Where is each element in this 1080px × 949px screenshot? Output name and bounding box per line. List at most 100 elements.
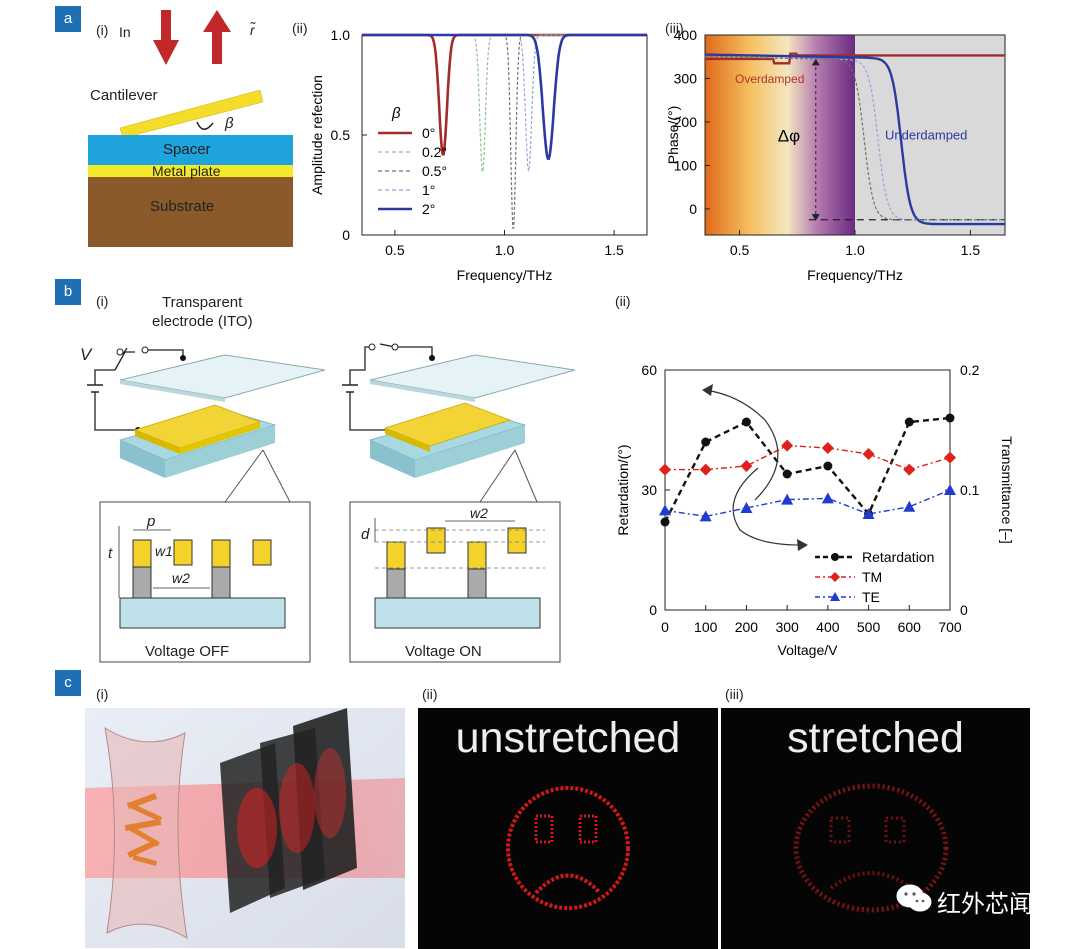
x-tick-label: 500 — [857, 619, 881, 635]
substrate-layer — [88, 177, 293, 247]
arrow-head-up — [811, 58, 820, 66]
x-axis-label: Voltage/V — [778, 642, 839, 658]
data-point-TM — [821, 442, 834, 454]
panel-a-iii-tag: (iii) — [665, 20, 684, 36]
arrow-head-down — [811, 214, 820, 221]
series-line-TM — [665, 444, 951, 471]
phase-chart: 0.5 1.0 1.5 0 100 200 300 400 Frequency/THz Phase… — [665, 27, 1006, 283]
y-tick-label: 0 — [342, 227, 350, 243]
legend-marker — [830, 572, 840, 582]
hologram-projection-illustration — [85, 708, 405, 948]
y-axis-label: Retardation/(°) — [615, 444, 631, 535]
label-w2-on: w2 — [470, 505, 488, 521]
annotation-arrow-right — [732, 467, 806, 546]
unstretched-word: unstretched — [455, 714, 681, 762]
legend-label: 1° — [422, 182, 435, 198]
x-tick-label: 200 — [735, 619, 759, 635]
label-w1: w1 — [155, 543, 173, 559]
device-off — [87, 346, 326, 663]
data-point-Retardation — [782, 469, 792, 479]
data-point-TM — [903, 463, 916, 476]
x-tick-label: 600 — [898, 619, 922, 635]
metal-label: Metal plate — [152, 163, 221, 179]
data-point-TM — [659, 463, 671, 476]
x-tick-label: 0.5 — [730, 242, 750, 258]
y-tick-label: 100 — [674, 157, 698, 173]
label-t: t — [108, 545, 113, 562]
metasurface-pattern — [124, 793, 163, 867]
x-tick-label: 0.5 — [385, 242, 405, 258]
x-tick-label: 0 — [661, 619, 669, 635]
amplitude-chart: 0.5 1.0 1.5 0 0.5 1.0 Frequency/THz Amplitude r… — [309, 27, 648, 283]
data-point-Retardation — [701, 437, 711, 447]
watermark-text: 红外芯闻 — [937, 890, 1033, 918]
legend-marker — [830, 592, 840, 601]
sad-face-blurred-icon — [793, 783, 949, 913]
legend-label: 0° — [422, 125, 435, 141]
voltage-off-label: Voltage OFF — [145, 643, 230, 660]
data-point-Retardation — [904, 417, 914, 427]
unstretched-hologram: unstretched — [418, 708, 718, 949]
data-point-TE — [821, 492, 834, 504]
y-tick-label: 0 — [649, 602, 657, 618]
legend-label: TE — [862, 589, 880, 605]
legend-marker — [831, 553, 839, 561]
x-axis-label: Frequency/THz — [457, 267, 553, 283]
annotation-overdamped: Overdamped — [735, 72, 804, 86]
data-point-TM — [862, 448, 875, 460]
data-point-Retardation — [945, 413, 955, 423]
sad-face-sharp-icon — [506, 786, 630, 910]
data-point-TE — [740, 502, 753, 513]
x-tick-label: 1.0 — [495, 242, 515, 258]
data-point-TM — [781, 439, 794, 452]
substrate-label: Substrate — [150, 198, 215, 215]
panel-a-ii-tag: (ii) — [292, 20, 308, 36]
y2-tick-label: 0.2 — [960, 362, 980, 378]
panel-c-ii-tag: (ii) — [422, 686, 438, 702]
label-w2: w2 — [172, 570, 190, 586]
y-tick-label: 1.0 — [331, 27, 351, 43]
label-p: p — [147, 513, 156, 530]
series-line-Underdamped — [705, 53, 1005, 226]
reflected-label: r̃ — [250, 22, 255, 38]
x-tick-label: 1.5 — [961, 242, 981, 258]
cantilever-schematic — [88, 10, 293, 247]
spacer-label: Spacer — [163, 141, 211, 158]
electrode-label-2: electrode (ITO) — [152, 313, 253, 330]
data-point-TM — [699, 463, 712, 476]
data-point-TE — [903, 500, 916, 512]
voltage-on-label: Voltage ON — [405, 643, 482, 660]
beta-arc — [196, 121, 214, 130]
y-tick-label: 60 — [641, 362, 657, 378]
cantilever-beam — [119, 89, 264, 139]
y2-axis-label: Transmittance [–] — [999, 436, 1015, 544]
y-tick-label: 30 — [641, 482, 657, 498]
legend-label: TM — [862, 569, 882, 585]
data-point-TE — [781, 493, 794, 505]
incident-arrow-icon — [153, 10, 179, 65]
x-axis-label: Frequency/THz — [807, 267, 903, 283]
panel-c-iii-tag: (iii) — [725, 686, 744, 702]
x-tick-label: 1.5 — [604, 242, 624, 258]
annotation-underdamped: Underdamped — [885, 127, 967, 142]
arrow-head-right — [797, 539, 808, 551]
y-axis-label: Phase/(°) — [665, 106, 681, 165]
gray-region — [855, 35, 1005, 235]
y2-tick-label: 0.1 — [960, 482, 980, 498]
data-point-TE — [699, 510, 712, 522]
series-line-TE — [664, 489, 951, 518]
y-tick-label: 200 — [674, 114, 698, 130]
legend-label: 0.2° — [422, 144, 447, 160]
x-tick-label: 300 — [775, 619, 799, 635]
arrow-head-left — [702, 384, 713, 396]
watermark: 红外芯闻 — [895, 880, 1055, 920]
panel-a-i-tag: (i) — [96, 22, 109, 38]
x-tick-label: 700 — [938, 619, 962, 635]
panel-a-label: a — [55, 6, 81, 32]
cantilever-label: Cantilever — [90, 87, 158, 104]
reflected-arrow-icon — [203, 10, 231, 64]
device-schematic — [87, 343, 576, 663]
colored-region — [705, 35, 855, 235]
annotation-delta-phi: Δφ — [778, 127, 800, 146]
label-d: d — [361, 526, 370, 543]
